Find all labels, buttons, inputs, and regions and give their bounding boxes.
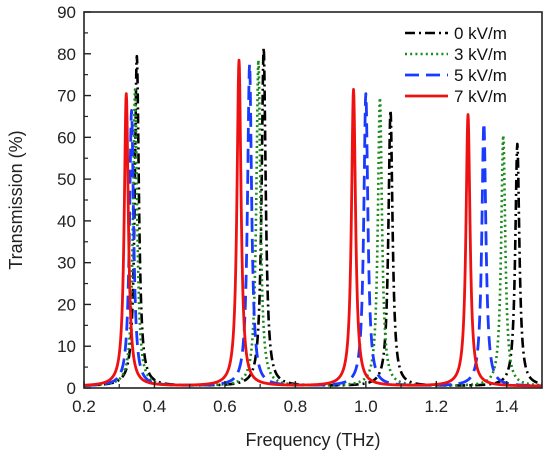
x-tick-label: 0.8	[284, 397, 308, 416]
y-tick-label: 40	[57, 212, 76, 231]
y-tick-label: 70	[57, 87, 76, 106]
y-tick-label: 10	[57, 337, 76, 356]
x-axis-title: Frequency (THz)	[245, 430, 380, 450]
y-tick-label: 0	[67, 379, 76, 398]
y-tick-label: 80	[57, 45, 76, 64]
y-tick-label: 50	[57, 170, 76, 189]
series-line-7-kv-m	[84, 60, 542, 386]
y-tick-label: 30	[57, 254, 76, 273]
legend-label: 5 kV/m	[454, 66, 507, 85]
legend: 0 kV/m 3 kV/m 5 kV/m 7 kV/m	[401, 21, 533, 106]
y-axis-title: Transmission (%)	[6, 130, 26, 269]
x-tick-label: 0.4	[143, 397, 167, 416]
x-tick-label: 1.0	[354, 397, 378, 416]
legend-label: 3 kV/m	[454, 45, 507, 64]
x-tick-label: 0.2	[72, 397, 96, 416]
x-tick-label: 0.6	[213, 397, 237, 416]
y-tick-label: 20	[57, 295, 76, 314]
legend-label: 7 kV/m	[454, 87, 507, 106]
x-tick-label: 1.2	[424, 397, 448, 416]
y-tick-label: 90	[57, 3, 76, 22]
y-tick-label: 60	[57, 128, 76, 147]
legend-label: 0 kV/m	[454, 24, 507, 43]
y-axis-ticks: 0 10 20 30 40 50 60 70 80 90	[57, 3, 91, 398]
x-tick-label: 1.4	[495, 397, 519, 416]
